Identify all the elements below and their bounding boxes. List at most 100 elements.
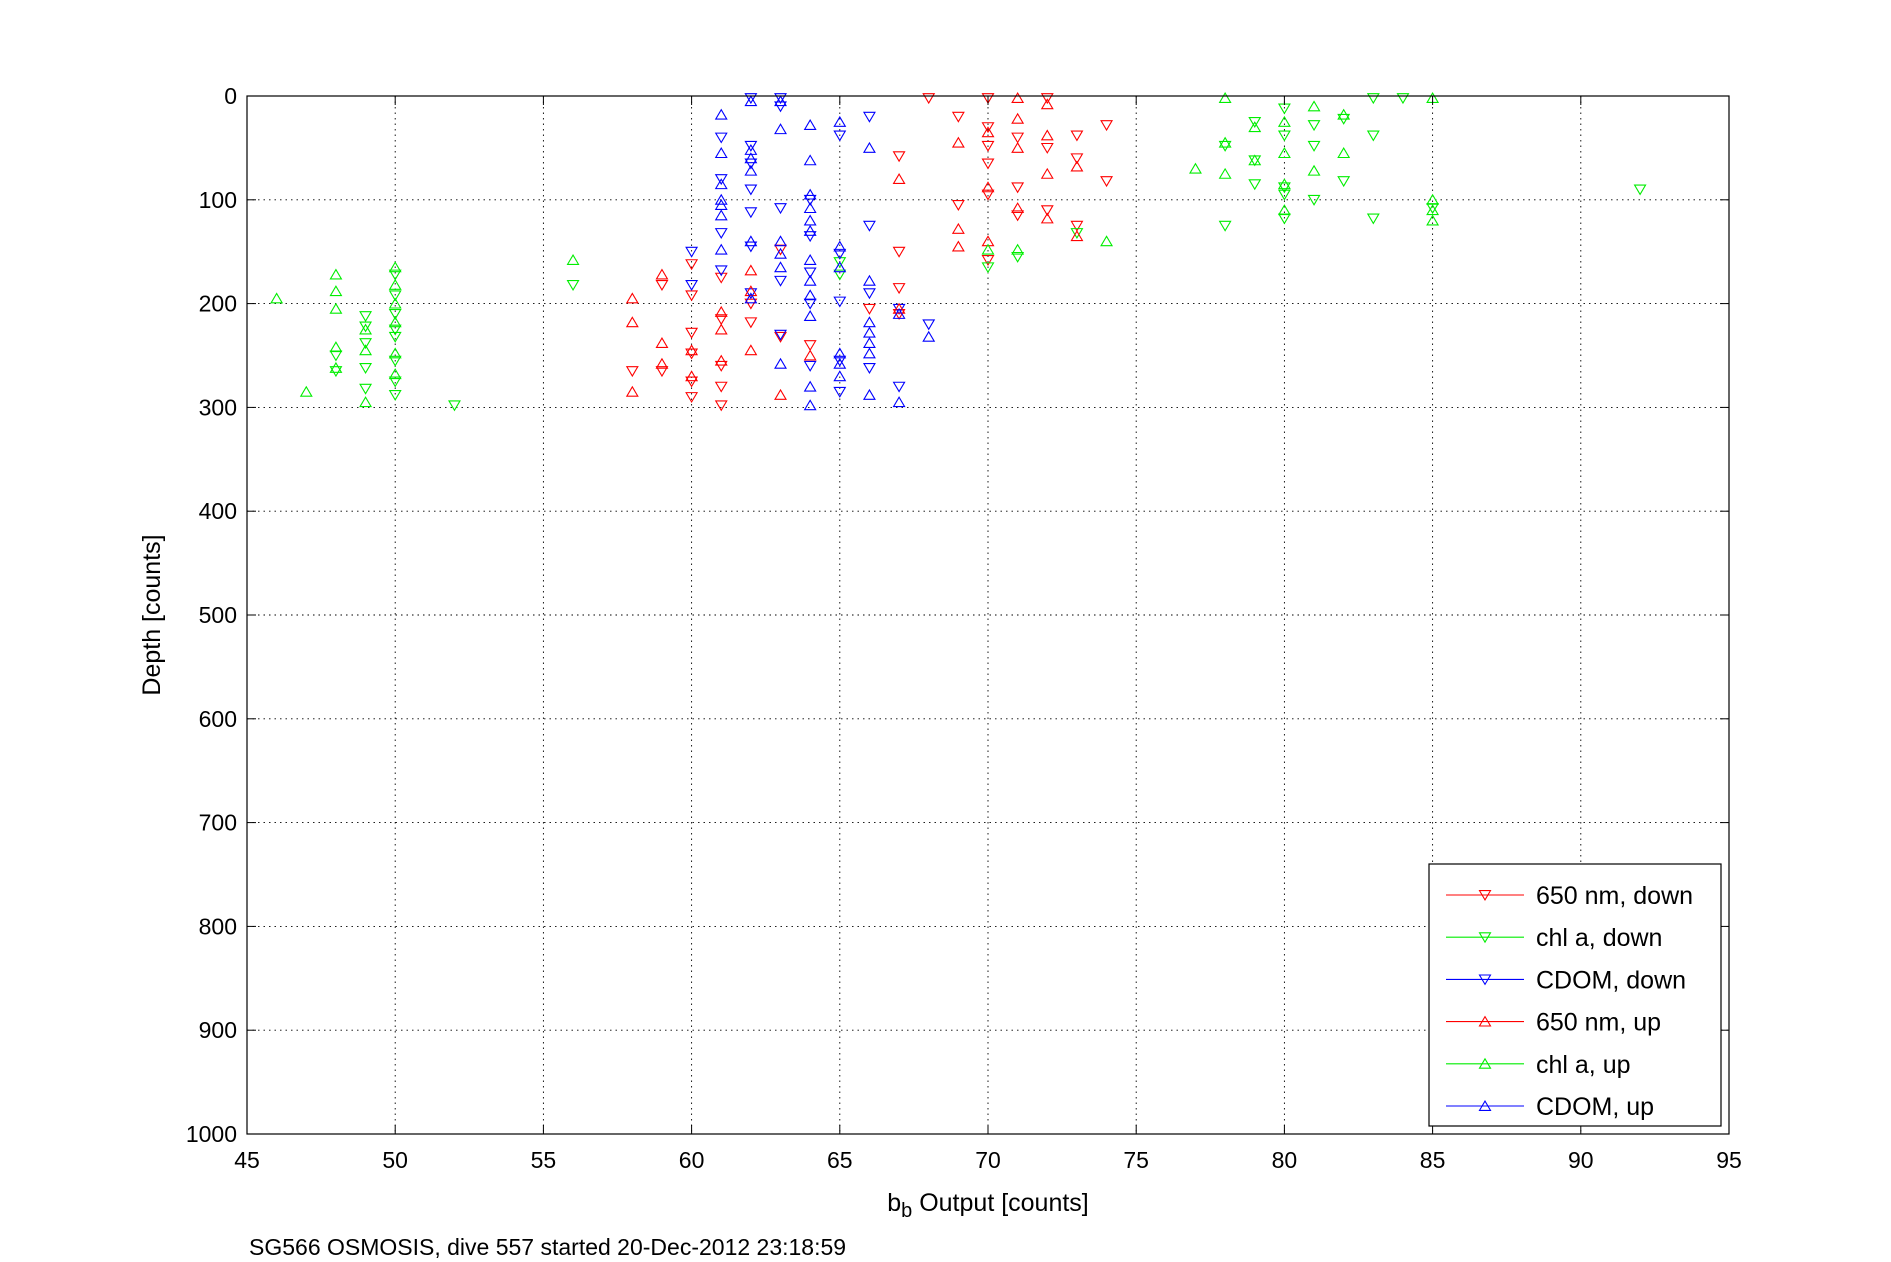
data-point — [981, 243, 995, 255]
data-point — [388, 324, 402, 336]
data-point — [685, 246, 699, 258]
legend-label: 650 nm, up — [1536, 1009, 1661, 1037]
data-point — [714, 228, 728, 240]
data-point — [714, 243, 728, 255]
data-point — [803, 349, 817, 361]
data-point — [388, 376, 402, 388]
data-point — [1633, 184, 1647, 196]
x-axis-label-main: b — [887, 1189, 901, 1217]
data-point — [803, 289, 817, 301]
data-point — [1307, 194, 1321, 206]
data-point — [685, 259, 699, 271]
data-point — [803, 274, 817, 286]
legend-marker — [1478, 932, 1492, 944]
data-point — [1248, 121, 1262, 133]
legend-label: chl a, up — [1536, 1051, 1631, 1079]
data-point — [685, 344, 699, 356]
data-point — [862, 347, 876, 359]
legend-entry: chl a, down — [1446, 924, 1662, 952]
data-point — [1070, 230, 1084, 242]
data-point — [774, 95, 787, 107]
data-point — [981, 189, 995, 201]
series-0 — [625, 93, 1114, 412]
data-point — [803, 340, 817, 352]
data-point — [388, 297, 402, 309]
data-point — [744, 158, 758, 170]
data-point — [566, 253, 580, 265]
data-point — [1040, 142, 1054, 154]
data-point — [1100, 176, 1114, 188]
data-point — [1366, 93, 1380, 105]
data-point — [388, 309, 402, 321]
data-point — [714, 323, 728, 335]
data-point — [1011, 141, 1025, 153]
data-point — [833, 240, 847, 252]
data-point — [862, 111, 876, 123]
data-point — [892, 396, 906, 408]
data-point — [1070, 130, 1084, 142]
data-point — [329, 285, 343, 297]
data-point — [685, 392, 699, 404]
data-point — [1100, 120, 1114, 132]
data-point — [714, 193, 728, 205]
data-point — [1337, 176, 1351, 188]
data-point — [1277, 182, 1291, 194]
data-point — [714, 354, 728, 366]
legend-entry: 650 nm, up — [1446, 1009, 1661, 1037]
data-point — [892, 307, 906, 319]
data-point — [685, 376, 699, 388]
data-point — [1248, 179, 1262, 191]
data-point — [714, 305, 728, 317]
data-point — [388, 331, 402, 343]
y-tick-label: 900 — [199, 1017, 237, 1043]
data-point — [744, 207, 758, 219]
data-point — [625, 292, 639, 304]
data-point — [803, 188, 817, 200]
data-point — [803, 310, 817, 322]
data-point — [744, 344, 758, 356]
data-point — [388, 278, 402, 290]
data-point — [299, 385, 313, 397]
x-tick-label: 75 — [1123, 1147, 1149, 1173]
series-2 — [685, 93, 936, 398]
data-point — [951, 222, 965, 234]
data-point — [981, 126, 995, 138]
data-point — [892, 173, 906, 184]
data-point — [359, 396, 373, 408]
data-point — [1189, 162, 1202, 174]
data-point — [803, 231, 817, 243]
x-tick-label: 95 — [1716, 1147, 1742, 1173]
data-point — [744, 264, 758, 276]
data-point — [803, 119, 817, 131]
y-tick-label: 400 — [199, 498, 237, 524]
y-tick-label: 800 — [199, 913, 237, 939]
data-point — [714, 147, 728, 159]
x-axis-label-rest: Output [counts] — [912, 1189, 1089, 1217]
data-point — [329, 341, 343, 353]
data-point — [1040, 167, 1054, 179]
y-tick-label: 200 — [199, 291, 237, 317]
x-axis-label: bb Output [counts] — [887, 1189, 1089, 1222]
data-point — [862, 363, 876, 374]
x-tick-label: 55 — [531, 1147, 557, 1173]
data-point — [448, 400, 461, 412]
x-tick-label: 50 — [382, 1147, 408, 1173]
data-point — [625, 385, 639, 397]
data-point — [1277, 189, 1291, 201]
data-point — [388, 389, 402, 401]
data-point — [714, 174, 728, 186]
data-point — [714, 400, 728, 412]
data-point — [774, 203, 787, 215]
data-point — [833, 115, 847, 127]
data-point — [774, 329, 787, 341]
data-point — [1040, 212, 1054, 224]
data-point — [1011, 112, 1025, 124]
legend-entry: chl a, up — [1446, 1051, 1631, 1079]
data-point — [1011, 251, 1025, 263]
data-point — [981, 122, 995, 134]
x-tick-label: 45 — [234, 1147, 260, 1173]
y-axis-label: Depth [counts] — [138, 534, 166, 695]
x-tick-label: 65 — [827, 1147, 853, 1173]
data-point — [833, 269, 847, 281]
data-point — [922, 93, 936, 105]
